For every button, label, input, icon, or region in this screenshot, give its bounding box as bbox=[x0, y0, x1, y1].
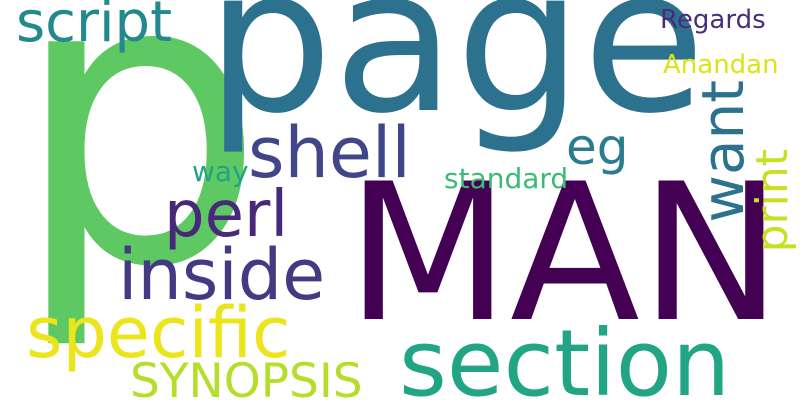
word-p: p bbox=[12, 0, 266, 355]
word-way: way bbox=[192, 155, 249, 188]
word-synopsis: SYNOPSIS bbox=[130, 354, 363, 400]
word-eg: eg bbox=[566, 118, 629, 176]
word-script: script bbox=[16, 0, 173, 55]
word-section: section bbox=[399, 310, 731, 400]
word-want: want bbox=[689, 80, 757, 223]
word-anandan: Anandan bbox=[663, 50, 779, 80]
word-print: print bbox=[747, 149, 798, 253]
word-regards: Regards bbox=[660, 5, 766, 35]
word-standard: standard bbox=[444, 162, 569, 195]
word-man: MAN bbox=[346, 143, 783, 364]
word-specific: specific bbox=[26, 292, 291, 374]
word-page: page bbox=[206, 0, 706, 158]
word-shell: shell bbox=[248, 112, 411, 194]
word-perl: perl bbox=[164, 178, 289, 252]
word-inside: inside bbox=[118, 234, 326, 316]
